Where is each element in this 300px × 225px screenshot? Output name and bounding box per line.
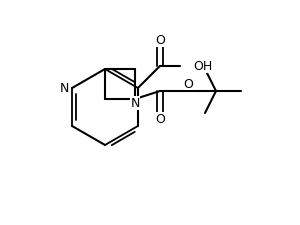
- Text: OH: OH: [193, 60, 212, 73]
- Text: N: N: [130, 97, 140, 110]
- Text: N: N: [59, 82, 69, 95]
- Text: O: O: [183, 77, 193, 90]
- Text: O: O: [155, 113, 165, 126]
- Text: O: O: [155, 34, 165, 47]
